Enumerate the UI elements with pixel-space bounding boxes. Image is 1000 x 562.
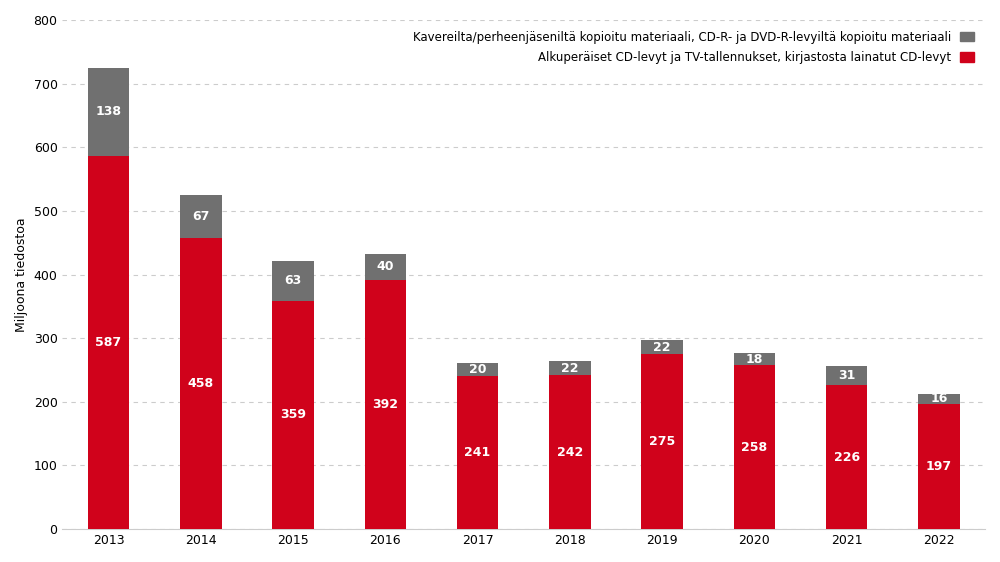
Bar <box>457 363 498 376</box>
Bar <box>549 361 591 375</box>
Text: 20: 20 <box>469 363 486 376</box>
Bar <box>365 280 406 529</box>
Bar <box>180 238 222 529</box>
Text: 18: 18 <box>746 353 763 366</box>
Text: 22: 22 <box>653 341 671 353</box>
Text: 226: 226 <box>834 451 860 464</box>
Text: 22: 22 <box>561 361 579 375</box>
Text: 197: 197 <box>926 460 952 473</box>
Bar <box>457 376 498 529</box>
Bar <box>272 261 314 301</box>
Legend: Kavereilta/perheenjäseniltä kopioitu materiaali, CD-R- ja DVD-R-levyiltä kopioit: Kavereilta/perheenjäseniltä kopioitu mat… <box>408 26 979 69</box>
Text: 392: 392 <box>372 398 398 411</box>
Bar <box>826 365 867 386</box>
Text: 16: 16 <box>930 392 948 405</box>
Bar <box>365 254 406 280</box>
Text: 67: 67 <box>192 210 209 223</box>
Text: 258: 258 <box>741 441 767 454</box>
Bar <box>918 404 960 529</box>
Text: 40: 40 <box>377 260 394 274</box>
Y-axis label: Miljoona tiedostoa: Miljoona tiedostoa <box>15 217 28 332</box>
Bar <box>180 195 222 238</box>
Text: 458: 458 <box>188 377 214 390</box>
Bar <box>641 340 683 354</box>
Bar <box>826 386 867 529</box>
Text: 63: 63 <box>284 274 302 287</box>
Bar <box>641 354 683 529</box>
Text: 242: 242 <box>557 446 583 459</box>
Bar <box>549 375 591 529</box>
Bar <box>88 156 129 529</box>
Bar <box>734 365 775 529</box>
Bar <box>88 68 129 156</box>
Text: 241: 241 <box>464 446 491 459</box>
Text: 359: 359 <box>280 409 306 422</box>
Text: 31: 31 <box>838 369 855 382</box>
Bar <box>272 301 314 529</box>
Text: 275: 275 <box>649 435 675 448</box>
Text: 138: 138 <box>96 105 122 118</box>
Bar <box>734 353 775 365</box>
Text: 587: 587 <box>95 336 122 349</box>
Bar <box>918 393 960 404</box>
